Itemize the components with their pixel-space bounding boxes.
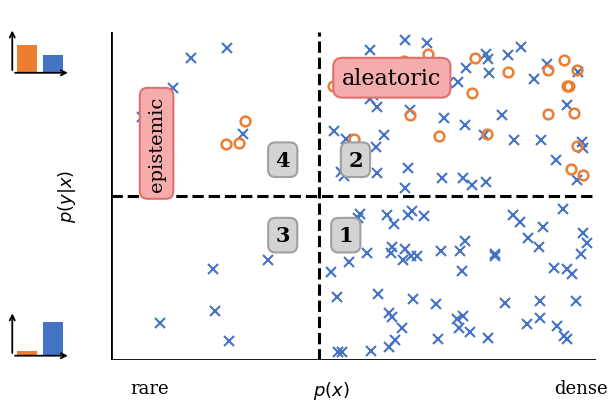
Bar <box>43 56 63 74</box>
Text: $p(x)$: $p(x)$ <box>313 380 349 402</box>
Text: dense: dense <box>554 380 608 398</box>
Text: 2: 2 <box>348 151 363 170</box>
Text: aleatoric: aleatoric <box>342 67 441 90</box>
Text: 1: 1 <box>338 226 353 245</box>
Bar <box>43 322 63 356</box>
Text: 4: 4 <box>276 151 290 170</box>
Text: epistemic: epistemic <box>147 97 166 191</box>
Text: $p(y|x)$: $p(y|x)$ <box>56 170 78 223</box>
Text: rare: rare <box>130 380 169 398</box>
Bar <box>17 46 37 74</box>
Text: 3: 3 <box>276 226 290 245</box>
Bar <box>17 351 37 356</box>
